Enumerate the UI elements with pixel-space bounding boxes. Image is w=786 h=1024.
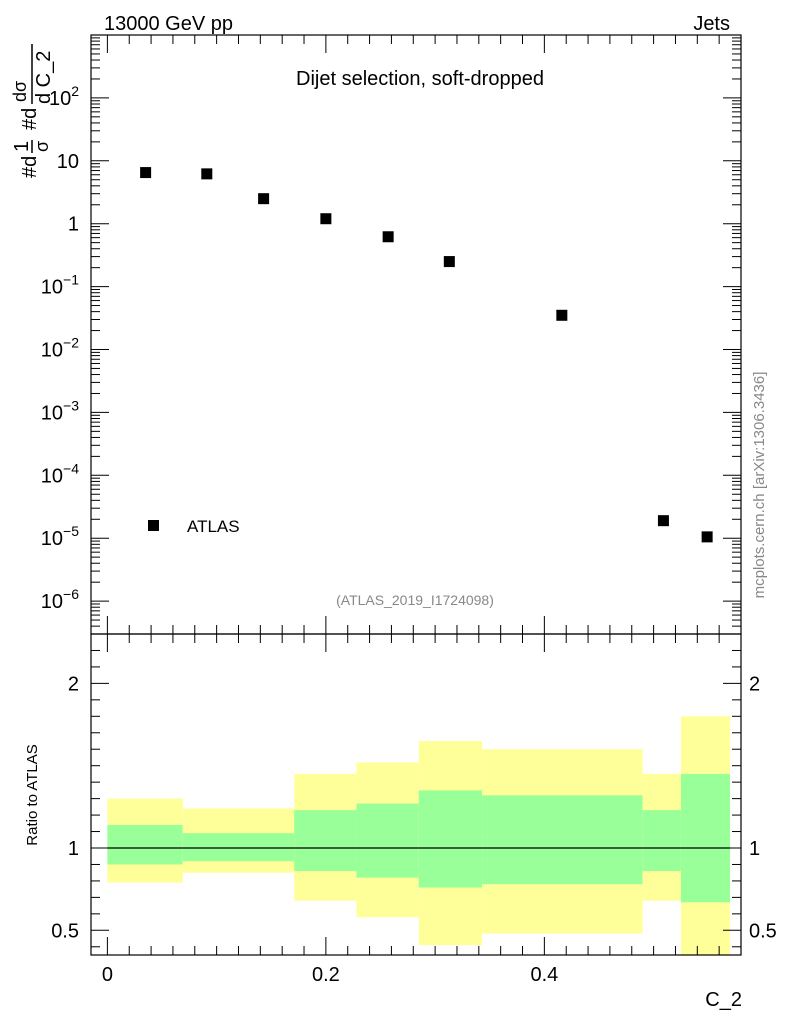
ratio-tick-label-right: 0.5 bbox=[749, 920, 777, 942]
svg-text:σ: σ bbox=[32, 141, 52, 152]
uncertainty-band-inner bbox=[107, 824, 183, 865]
ratio-tick-label-right: 1 bbox=[749, 838, 760, 860]
main-tick-label: 10 bbox=[57, 151, 79, 173]
x-tick-label: 0.4 bbox=[530, 964, 558, 986]
ratio-tick-label-right: 2 bbox=[749, 673, 760, 695]
x-axis: 0 0.2 0.4 bbox=[90, 34, 742, 986]
x-tick-label: 0.2 bbox=[312, 964, 340, 986]
data-point bbox=[201, 168, 213, 180]
main-panel: 10−6 10−5 10−4 10−3 10−2 10−1 1 10 102 ATLAS bbox=[41, 34, 741, 635]
main-tick-label: 10−4 bbox=[41, 460, 79, 487]
svg-text:1: 1 bbox=[11, 141, 33, 152]
uncertainty-band-inner bbox=[482, 795, 643, 885]
data-point bbox=[382, 231, 394, 243]
main-tick-label: 1 bbox=[68, 214, 79, 236]
data-point bbox=[657, 515, 669, 527]
analysis-id: (ATLAS_2019_I1724098) bbox=[336, 592, 494, 608]
main-frame bbox=[90, 34, 742, 635]
source-watermark: mcplots.cern.ch [arXiv:1306.3436] bbox=[751, 372, 768, 599]
ratio-tick-label: 1 bbox=[68, 838, 79, 860]
main-tick-label: 10−6 bbox=[41, 586, 79, 613]
uncertainty-band-inner bbox=[356, 803, 419, 878]
uncertainty-band-inner bbox=[642, 810, 681, 872]
main-tick-label: 10−5 bbox=[41, 523, 79, 550]
selection-subtitle: Dijet selection, soft-dropped bbox=[296, 68, 544, 90]
svg-text:#d: #d bbox=[19, 156, 41, 178]
uncertainty-band-inner bbox=[680, 773, 731, 903]
data-point bbox=[258, 193, 270, 205]
ratio-frame bbox=[90, 633, 742, 956]
main-ylabel: #d 1 σ #d dσ d C_2 bbox=[10, 44, 55, 178]
ratio-panel: 0.5 0.5 1 1 2 2 bbox=[51, 649, 777, 955]
main-tick-label: 102 bbox=[49, 83, 79, 110]
ratio-tick-label: 2 bbox=[68, 673, 79, 695]
uncertainty-band-inner bbox=[294, 810, 357, 872]
data-point bbox=[701, 531, 713, 543]
data-point bbox=[443, 256, 455, 268]
legend-marker bbox=[148, 520, 159, 531]
ratio-y-axis-label: Ratio to ATLAS bbox=[24, 744, 41, 845]
x-tick-label: 0 bbox=[102, 964, 113, 986]
data-point bbox=[140, 167, 152, 179]
data-point bbox=[556, 309, 568, 321]
uncertainty-band-inner bbox=[182, 833, 295, 862]
main-tick-label: 10−3 bbox=[41, 397, 79, 424]
svg-text:dσ: dσ bbox=[10, 81, 30, 102]
uncertainty-band-inner bbox=[418, 790, 483, 888]
main-tick-label: 10−1 bbox=[41, 272, 79, 299]
ratio-tick-label: 0.5 bbox=[51, 920, 79, 942]
legend-label: ATLAS bbox=[187, 517, 240, 536]
process-label: Jets bbox=[693, 13, 730, 35]
main-tick-label: 10−2 bbox=[41, 335, 79, 362]
svg-text:#d: #d bbox=[19, 108, 41, 130]
data-point bbox=[320, 213, 332, 225]
svg-text:d C_2: d C_2 bbox=[33, 51, 55, 104]
x-axis-label: C_2 bbox=[705, 989, 742, 1011]
energy-label: 13000 GeV pp bbox=[104, 13, 233, 35]
